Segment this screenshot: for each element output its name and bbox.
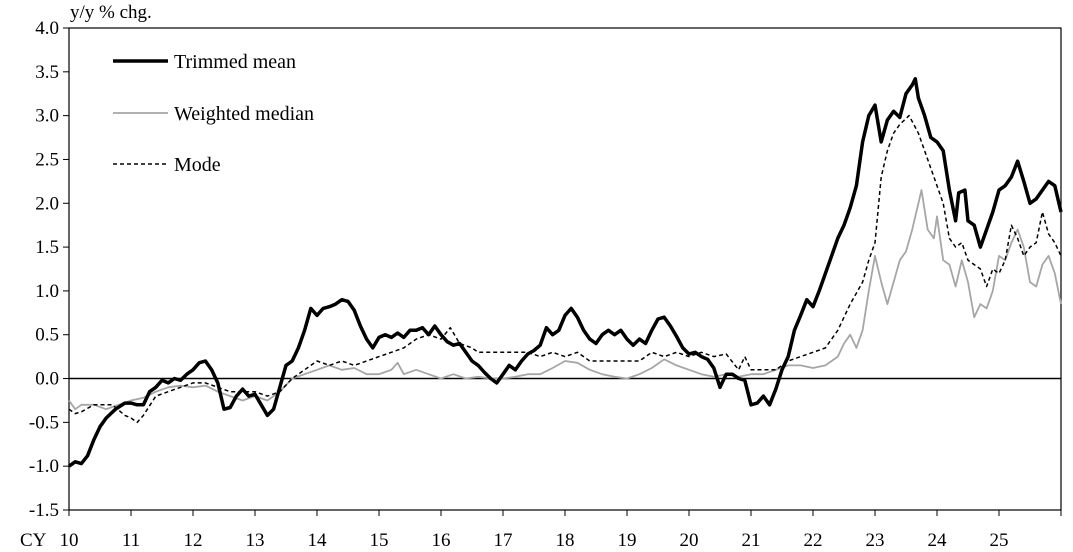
plot-border (68, 27, 1062, 511)
y-tick-label: -1.5 (29, 500, 59, 521)
y-tick-label: 3.5 (35, 62, 59, 83)
series-lines (67, 77, 1063, 468)
x-tick-label: 16 (432, 530, 451, 551)
x-tick-label: 13 (246, 530, 265, 551)
x-tick-label: 19 (618, 530, 637, 551)
x-tick-label: 14 (308, 530, 328, 551)
y-tick-label: 4.0 (35, 18, 59, 39)
legend-label: Trimmed mean (174, 51, 296, 73)
y-tick-label: -1.0 (29, 456, 59, 477)
x-tick-label: 22 (804, 530, 823, 551)
y-tick-label: 0.0 (35, 369, 59, 390)
y-axis-unit-label: y/y % chg. (70, 2, 152, 23)
x-tick-label: 21 (742, 530, 761, 551)
x-tick-label: 20 (680, 530, 699, 551)
x-axis-prefix: CY (20, 530, 47, 551)
x-tick-label: 15 (370, 530, 389, 551)
series-line-weighted-median (68, 189, 1062, 411)
y-tick-label: 2.5 (35, 149, 59, 170)
x-tick-label: 17 (494, 530, 513, 551)
x-tick-label: 10 (60, 530, 79, 551)
legend: Trimmed mean Weighted median Mode (113, 51, 314, 176)
x-tick-label: 11 (122, 530, 140, 551)
y-axis: -1.5 -1.0 -0.5 0.0 0.5 1.0 1.5 2.0 2.5 3.0 3.5 4.0 (29, 18, 69, 521)
y-tick-label: 0.5 (35, 325, 59, 346)
x-tick-label: 25 (990, 530, 1009, 551)
legend-label: Weighted median (174, 103, 314, 125)
plot-frame (68, 27, 1062, 511)
y-tick-label: 1.0 (35, 281, 59, 302)
y-tick-label: -0.5 (29, 412, 59, 433)
x-tick-label: 12 (184, 530, 203, 551)
legend-label: Mode (174, 154, 221, 176)
y-tick-label: 2.0 (35, 193, 59, 214)
x-tick-label: 24 (928, 530, 948, 551)
x-tick-label: 18 (556, 530, 575, 551)
x-axis: 10 11 12 13 14 15 16 17 18 19 20 21 22 23 24 25 (60, 510, 1062, 551)
x-tick-label: 23 (866, 530, 885, 551)
series-line-trimmed-mean (67, 77, 1063, 468)
y-tick-label: 3.0 (35, 106, 59, 127)
y-tick-label: 1.5 (35, 237, 59, 258)
